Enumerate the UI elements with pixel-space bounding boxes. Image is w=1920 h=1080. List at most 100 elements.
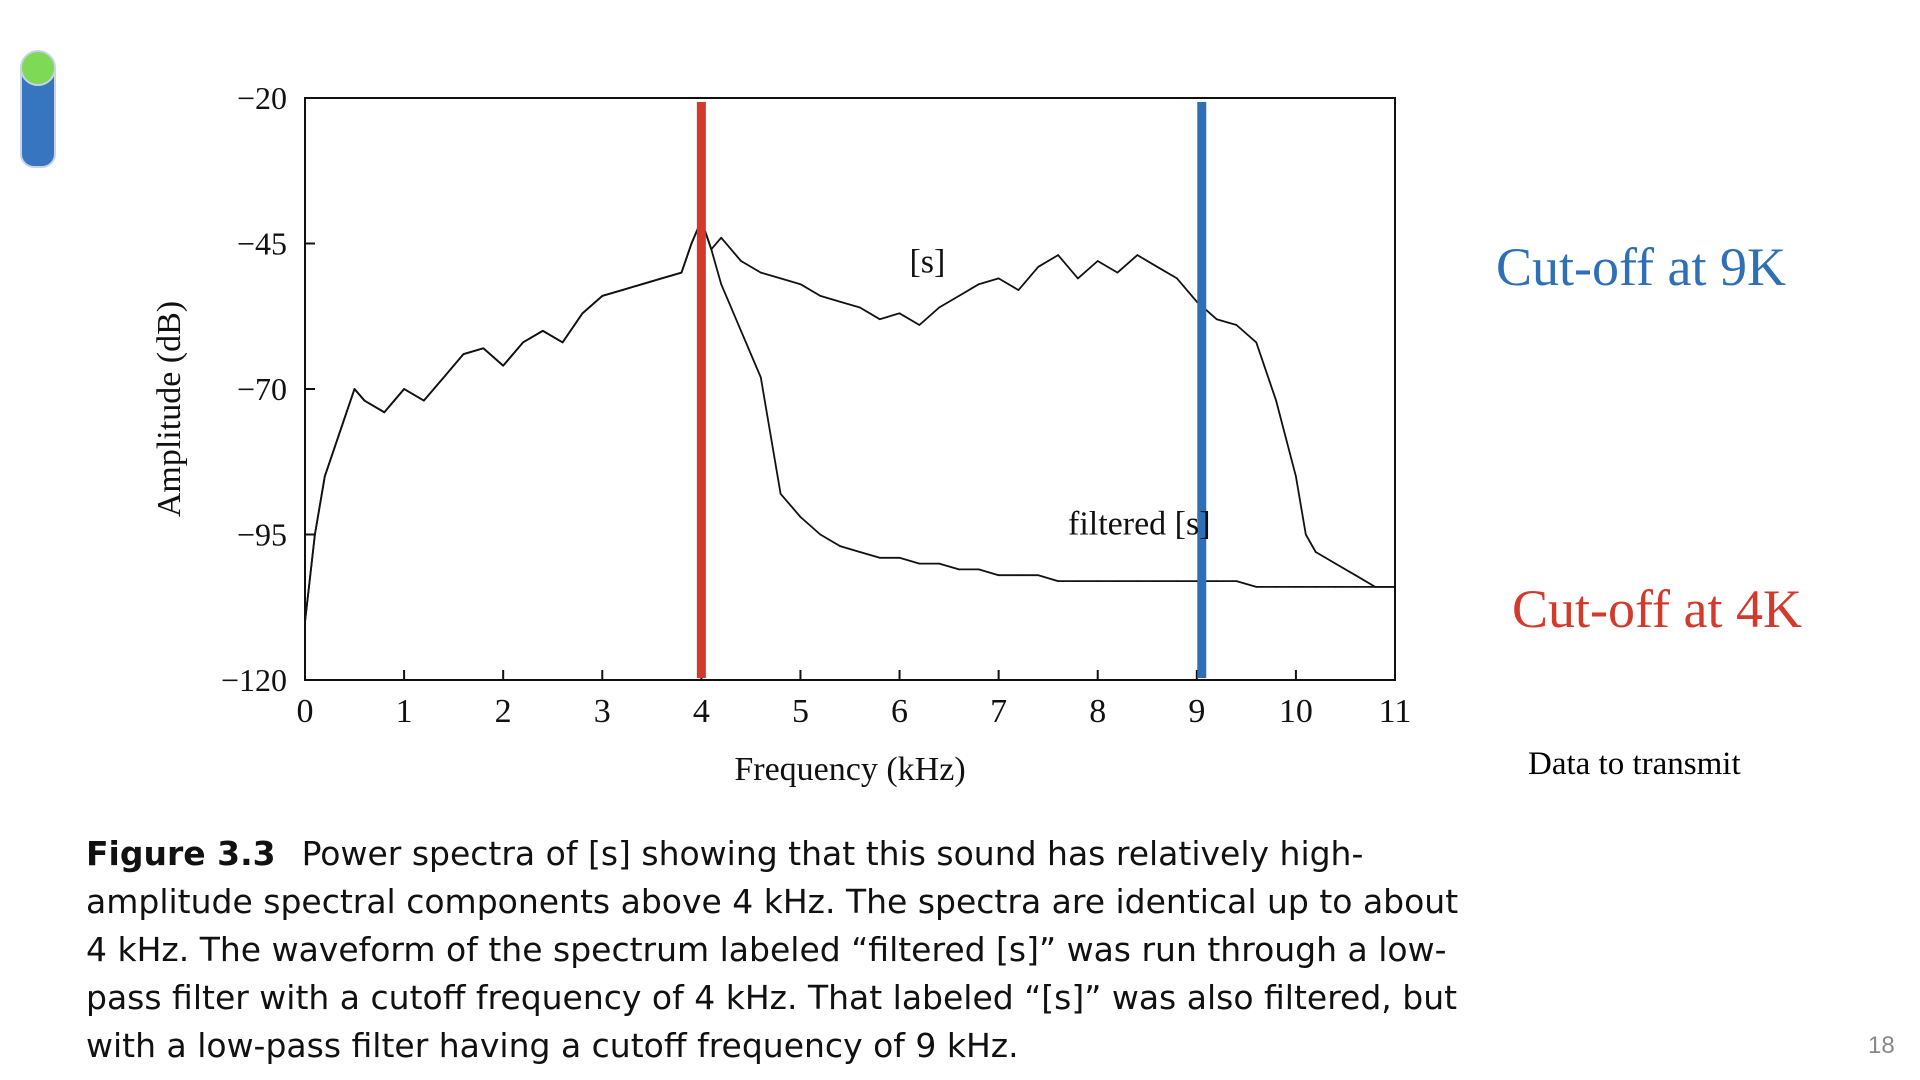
data-point [769,434,772,437]
data-to-transmit-label: Data to transmit [1528,746,1741,782]
data-point [878,557,881,559]
data-point [997,277,1000,280]
data-point [1156,580,1158,582]
data-point [304,621,306,623]
series-line-1 [304,219,1395,622]
data-point [898,557,901,559]
data-point [779,277,782,280]
data-point [1136,580,1139,582]
data-point [1037,574,1040,576]
series-annotation: filtered [s] [1068,506,1211,543]
data-point [799,516,802,518]
data-point [938,562,940,565]
data-point [343,417,346,419]
x-tick-label: 10 [1279,693,1313,730]
data-point [522,341,524,344]
data-point [710,248,713,251]
data-point [333,446,336,449]
data-point [1374,586,1376,588]
data-point [1235,580,1238,582]
figure-caption: Figure 3.3 Power spectra of [s] showing t… [86,830,1486,1070]
data-point [1096,580,1099,582]
data-point [779,493,782,495]
data-point [621,289,623,291]
data-point [898,312,901,315]
data-point [839,300,841,303]
data-point [1037,266,1040,268]
data-point [314,533,316,536]
data-point [641,283,643,286]
data-point [1116,580,1119,582]
data-point [740,330,742,332]
data-point [1394,586,1396,588]
data-point [958,295,960,297]
data-point [1096,260,1099,262]
data-point [1354,574,1357,576]
data-point [581,312,584,315]
data-point [1156,266,1158,268]
cutoff-9k-label: Cut-off at 9K [1496,237,1786,297]
annotation-layer: [s] filtered [s] [909,244,1210,543]
data-point [502,364,505,367]
x-tick-label: 1 [396,693,413,730]
data-point [462,353,465,355]
data-point [353,388,356,390]
power-spectrum-chart: 0 1 2 3 4 5 6 7 8 9 10 11 −20 −45 −70 −95 −120 [s] filter… [151,80,1411,788]
data-point [839,545,841,547]
caption-text: Power spectra of [s] showing that this s… [86,834,1459,1065]
cutoff-4k-label: Cut-off at 4K [1512,579,1802,639]
x-tick-label: 8 [1089,693,1106,730]
data-point [1255,586,1258,588]
data-point [1077,277,1079,280]
data-point [720,283,722,286]
data-point [1215,580,1218,582]
series-annotation: [s] [909,244,945,281]
data-point [819,533,822,536]
data-point [690,242,693,245]
data-point [660,277,663,280]
data-point [750,353,752,355]
data-point [1196,580,1198,582]
x-axis-label: Frequency (kHz) [734,751,965,788]
x-tick-label: 5 [792,693,809,730]
data-point [859,551,861,553]
data-point [1057,254,1059,256]
series-layer [304,219,1396,623]
data-point [1295,475,1297,478]
data-point [1196,300,1198,303]
data-point [680,271,683,274]
page-number: 18 [1868,1032,1895,1059]
slide-toggle[interactable] [18,50,58,170]
data-point [1314,586,1317,588]
data-point [720,236,722,239]
data-point [1077,580,1079,582]
data-point [997,574,1000,576]
plot-frame [304,97,1396,681]
data-point [1305,533,1307,536]
data-point [1295,586,1297,588]
x-tick-label: 11 [1379,693,1412,730]
x-tick-label: 7 [990,693,1007,730]
data-point [938,306,940,309]
y-tick-label: −95 [237,517,287,553]
data-point [859,306,861,309]
x-tick-label: 6 [891,693,908,730]
data-point [1116,271,1119,274]
data-point [1275,399,1277,402]
data-point [542,330,544,332]
data-point [978,568,980,571]
chart-axes: 0 1 2 3 4 5 6 7 8 9 10 11 −20 −45 −70 −95 −120 [221,80,1411,730]
toggle-knob [20,50,56,86]
y-tick-label: −70 [237,371,287,407]
data-point [918,324,921,326]
data-point [1235,324,1238,326]
data-point [1334,586,1337,588]
data-point [1017,289,1020,291]
data-point [561,341,564,344]
data-point [1354,586,1357,588]
data-point [1334,562,1337,565]
data-point [878,318,881,321]
data-point [442,376,445,379]
data-point [1255,341,1258,344]
caption-label: Figure 3.3 [86,834,276,873]
